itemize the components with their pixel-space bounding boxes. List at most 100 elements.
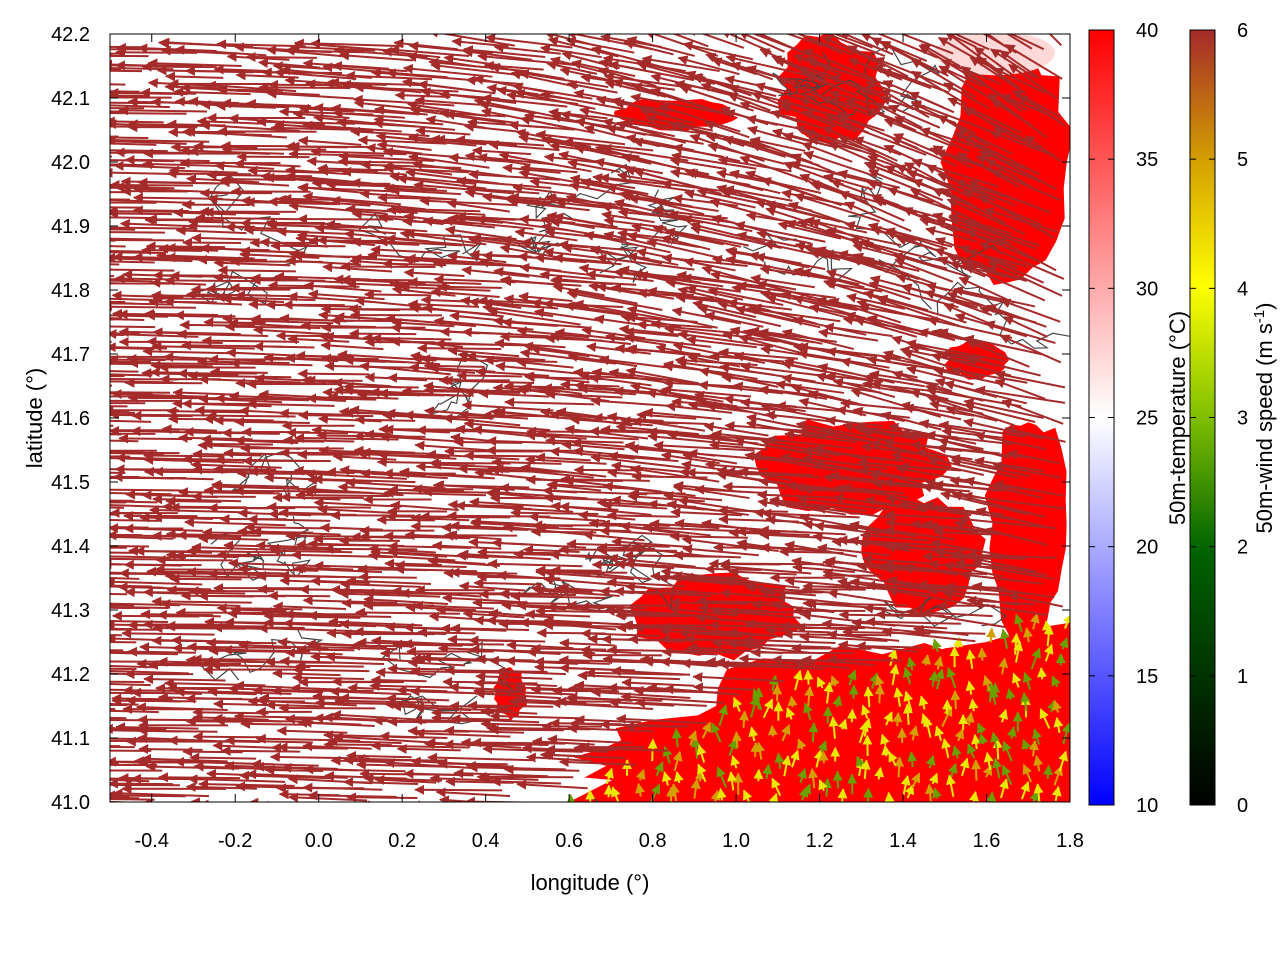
wind-vector xyxy=(341,266,435,267)
wind-vector xyxy=(202,341,299,342)
colorbar-tick-label: 35 xyxy=(1136,149,1158,171)
wind-vector xyxy=(119,110,207,111)
wind-vector xyxy=(14,778,109,780)
wind-vector xyxy=(388,669,447,670)
wind-vector xyxy=(852,775,853,795)
wind-vector xyxy=(208,416,296,417)
wind-vector xyxy=(465,456,538,457)
wind-vector xyxy=(580,607,646,608)
x-tick-label: 0.4 xyxy=(472,830,500,852)
wind-vector xyxy=(166,626,264,627)
wind-vector xyxy=(468,705,553,706)
wind-vector xyxy=(226,327,321,328)
colorbar-tick-label: 15 xyxy=(1136,666,1158,688)
wind-vector xyxy=(853,685,854,698)
wind-vector xyxy=(67,202,156,203)
wind-vector xyxy=(411,805,492,809)
wind-vector xyxy=(299,415,373,416)
wind-vector xyxy=(852,710,853,723)
wind-vector xyxy=(80,95,149,96)
wind-vector xyxy=(67,137,149,138)
wind-vector xyxy=(308,616,391,617)
wind-vector xyxy=(911,752,912,767)
wind-vector xyxy=(293,256,374,257)
y-tick-label: 41.6 xyxy=(51,408,90,430)
x-axis-label: longitude (°) xyxy=(531,870,650,895)
wind-vector xyxy=(331,590,393,591)
wind-vector xyxy=(487,450,583,451)
wind-vector xyxy=(194,737,266,738)
wind-vector xyxy=(112,701,196,702)
wind-vector xyxy=(26,192,128,193)
y-tick-label: 41.2 xyxy=(51,664,90,686)
wind-vector xyxy=(56,207,141,208)
wind-vector xyxy=(235,422,310,423)
x-tick-label: 0.6 xyxy=(555,830,583,852)
wind-vector xyxy=(144,456,223,457)
x-tick-label: 1.2 xyxy=(806,830,834,852)
wind-vector xyxy=(899,758,900,778)
wind-vector xyxy=(76,519,160,520)
wind-vector xyxy=(751,652,854,653)
wind-vector xyxy=(469,640,545,641)
wind-vector xyxy=(259,87,349,88)
wind-vector xyxy=(990,683,991,702)
wind-vector xyxy=(743,711,744,727)
wind-vector xyxy=(267,507,371,508)
wind-vector xyxy=(71,406,128,407)
wind-vector xyxy=(87,113,186,114)
wind-vector xyxy=(112,698,173,699)
wind-vector xyxy=(607,515,678,516)
wind-vector xyxy=(297,649,354,650)
wind-vector xyxy=(758,770,759,781)
x-tick-label: 1.4 xyxy=(889,830,917,852)
wind-vector xyxy=(129,363,233,364)
wind-vector xyxy=(28,782,124,785)
wind-vector xyxy=(392,808,450,809)
x-tick-label: -0.4 xyxy=(135,830,169,852)
x-tick-label: 0.2 xyxy=(388,830,416,852)
wind-vector xyxy=(813,723,814,742)
wind-vector xyxy=(473,603,573,604)
wind-vector xyxy=(76,452,179,453)
wind-vector xyxy=(425,366,485,367)
wind-vector xyxy=(98,227,197,228)
wind-vector xyxy=(377,520,435,521)
wind-vector xyxy=(52,265,108,266)
wind-vector xyxy=(187,551,280,552)
wind-vector xyxy=(102,307,196,308)
temperature-colorbar-label: 50m-temperature (°C) xyxy=(1165,311,1190,525)
wind-vector xyxy=(54,326,155,327)
wind-vector xyxy=(27,506,124,508)
wind-vector xyxy=(298,806,382,807)
wind-vector xyxy=(457,375,522,376)
wind-vector xyxy=(736,732,737,748)
wind-vector xyxy=(109,213,172,214)
wind-vector xyxy=(94,392,170,393)
wind-vector xyxy=(8,586,105,588)
wind-vector xyxy=(827,659,902,660)
wind-vector xyxy=(27,239,116,241)
wind-vector xyxy=(180,325,255,326)
wind-vector xyxy=(885,746,886,756)
wind-vector xyxy=(365,294,432,295)
wind-vector xyxy=(216,721,313,722)
wind-vector xyxy=(190,758,256,759)
wind-vector xyxy=(138,182,227,183)
wind-vector xyxy=(218,555,294,556)
wind-vector xyxy=(108,211,212,212)
colorbar-tick-label: 5 xyxy=(1237,149,1248,171)
colorbar-tick-label: 1 xyxy=(1237,666,1248,688)
wind-vector xyxy=(38,182,104,183)
wind-vector xyxy=(385,563,442,564)
y-tick-label: 42.0 xyxy=(51,152,90,174)
wind-vector xyxy=(51,308,112,309)
wind-vector xyxy=(897,713,898,726)
wind-vector xyxy=(298,374,369,375)
wind-vector xyxy=(48,654,105,655)
wind-vector xyxy=(166,280,259,281)
wind-vector xyxy=(178,808,283,809)
wind-vector xyxy=(175,315,236,316)
wind-vector xyxy=(755,743,756,757)
